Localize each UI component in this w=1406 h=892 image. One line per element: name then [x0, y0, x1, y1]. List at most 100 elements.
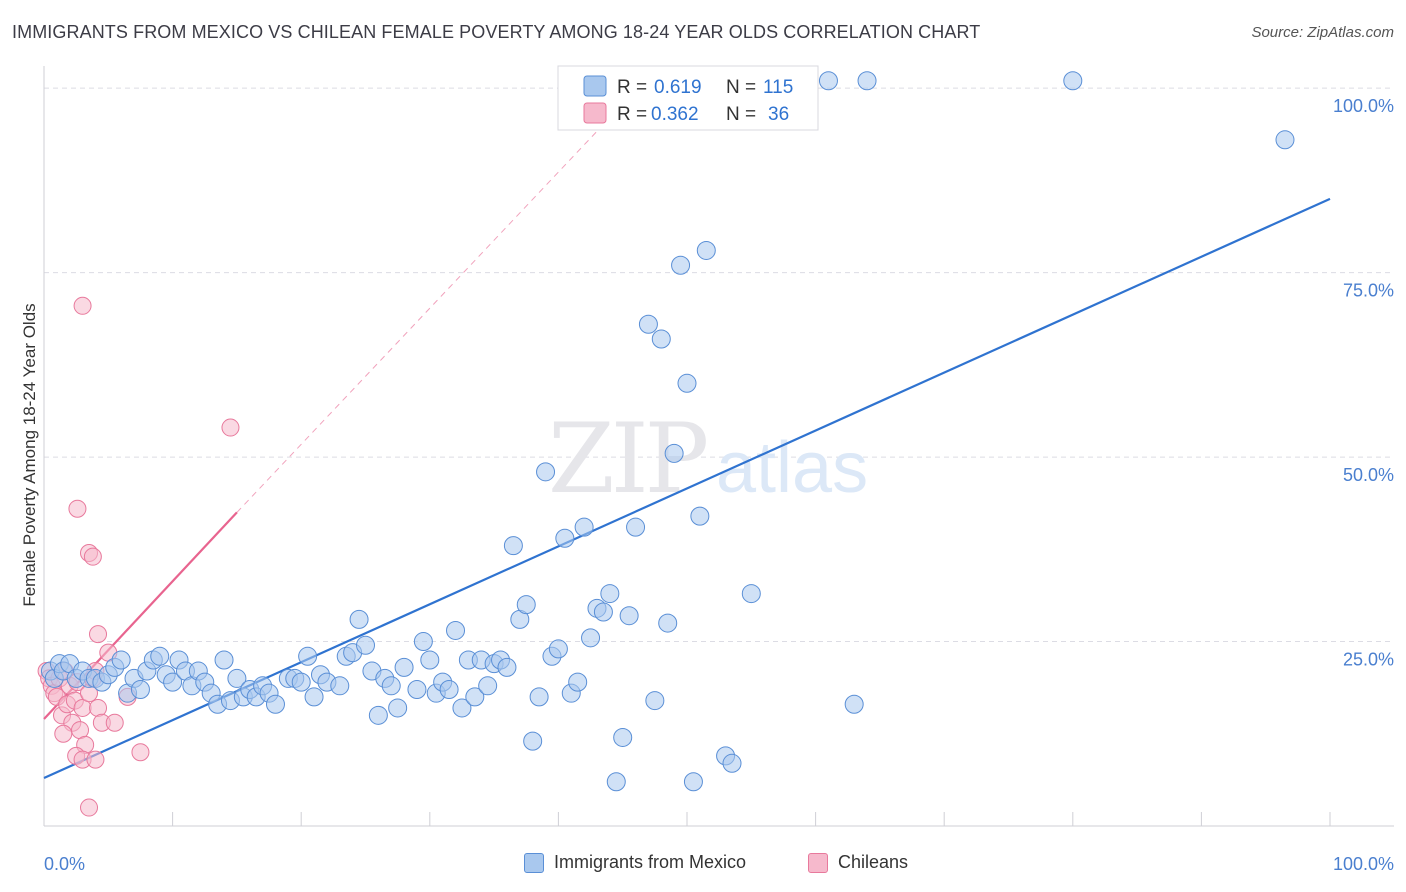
point-mexico [593, 602, 613, 622]
point-mexico [304, 687, 324, 707]
legend-swatch-blue [524, 852, 544, 873]
point-mexico [844, 694, 864, 714]
legend-item-mexico[interactable]: Immigrants from Mexico [524, 852, 746, 873]
point-chileans [86, 750, 105, 769]
point-mexico [555, 528, 575, 548]
point-mexico [381, 676, 401, 696]
point-mexico [388, 698, 408, 718]
point-mexico [696, 240, 716, 260]
point-mexico [413, 632, 433, 652]
point-mexico [368, 705, 388, 725]
point-chileans [68, 499, 87, 518]
legend-label: Immigrants from Mexico [554, 852, 747, 872]
point-mexico [465, 687, 485, 707]
point-mexico [130, 679, 150, 699]
point-mexico [581, 628, 601, 648]
stats-n-value: 36 [768, 104, 789, 125]
legend-item-chileans[interactable]: Chileans [808, 852, 908, 873]
stats-legend: R = 0.619 N = 115 R = 0.362 N = 36 [557, 65, 819, 131]
point-mexico [638, 314, 658, 334]
stats-n-label: N = [726, 77, 756, 98]
point-mexico [664, 443, 684, 463]
point-mexico [214, 650, 234, 670]
legend-swatch-pink [808, 852, 828, 873]
point-mexico [683, 772, 703, 792]
point-mexico [497, 657, 517, 677]
point-mexico [671, 255, 691, 275]
point-mexico [613, 727, 633, 747]
stats-r-label: R = [617, 104, 647, 125]
point-mexico [568, 672, 588, 692]
point-mexico [330, 676, 350, 696]
point-mexico [645, 691, 665, 711]
point-mexico [150, 646, 170, 666]
tick-labels: 25.0% 50.0% 75.0% 100.0% 0.0% 100.0% [44, 96, 1394, 874]
point-mexico [529, 687, 549, 707]
stats-n-label: N = [726, 104, 756, 125]
point-mexico [658, 613, 678, 633]
point-mexico [503, 536, 523, 556]
stats-swatch-pink [583, 102, 607, 124]
point-mexico [536, 462, 556, 482]
point-chileans [105, 713, 124, 732]
y-tick-label: 25.0% [1343, 650, 1394, 670]
point-chileans [89, 698, 108, 717]
point-mexico [407, 679, 427, 699]
point-mexico [722, 753, 742, 773]
point-mexico [690, 506, 710, 526]
point-mexico [523, 731, 543, 751]
point-mexico [1063, 71, 1083, 91]
point-mexico [619, 606, 639, 626]
point-mexico [291, 672, 311, 692]
point-chileans [83, 547, 102, 566]
stats-r-label: R = [617, 77, 647, 98]
stats-r-value: 0.619 [654, 77, 702, 98]
point-mexico [420, 650, 440, 670]
point-mexico [298, 646, 318, 666]
point-chileans [73, 296, 92, 315]
point-mexico [548, 639, 568, 659]
point-mexico [394, 657, 414, 677]
point-mexico [516, 595, 536, 615]
watermark-zip: ZIP [548, 403, 707, 515]
point-mexico [356, 635, 375, 655]
point-mexico [606, 772, 626, 792]
point-mexico [439, 679, 459, 699]
point-chileans [89, 625, 108, 644]
point-chileans [80, 798, 99, 817]
point-mexico [626, 517, 646, 537]
y-tick-label: 75.0% [1343, 281, 1394, 301]
stats-swatch-blue [583, 75, 607, 97]
stats-n-value: 115 [763, 77, 793, 98]
point-mexico [677, 373, 697, 393]
source-credit: Source: ZipAtlas.com [1251, 24, 1394, 41]
series-legend: Immigrants from Mexico Chileans [0, 850, 1406, 880]
y-tick-label: 100.0% [1333, 96, 1394, 116]
stats-r-value: 0.362 [651, 104, 699, 125]
watermark: ZIP atlas [548, 403, 868, 515]
gridlines [44, 87, 1394, 643]
legend-label: Chileans [838, 852, 909, 872]
x-tick-label: 0.0% [44, 854, 85, 874]
point-mexico [265, 694, 285, 714]
trend-extension-chileans [236, 117, 611, 513]
point-mexico [857, 71, 877, 91]
point-mexico [600, 584, 620, 604]
point-mexico [478, 676, 498, 696]
point-mexico [1275, 130, 1295, 150]
point-mexico [818, 71, 838, 91]
point-chileans [221, 418, 240, 437]
point-chileans [54, 724, 73, 743]
axes [43, 66, 1394, 827]
point-mexico [349, 609, 369, 629]
point-mexico [651, 329, 671, 349]
chart-title: IMMIGRANTS FROM MEXICO VS CHILEAN FEMALE… [12, 22, 981, 42]
y-tick-label: 50.0% [1343, 465, 1394, 485]
point-mexico [227, 668, 247, 688]
point-mexico [446, 620, 466, 640]
point-mexico [452, 698, 472, 718]
point-mexico [741, 584, 761, 604]
x-tick-label: 100.0% [1333, 854, 1394, 874]
point-mexico [111, 650, 131, 670]
